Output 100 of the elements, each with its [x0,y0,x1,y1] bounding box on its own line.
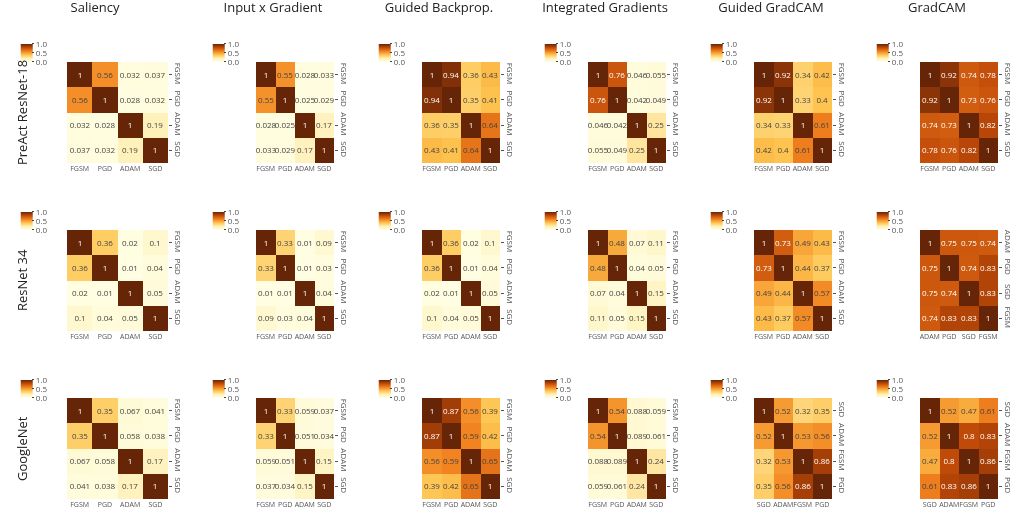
data-label: 0.74 [961,261,978,273]
data-label: 0.57 [814,286,831,298]
data-label: 0.86 [980,454,997,466]
data-label: 0.73 [756,261,773,273]
data-label: 0.02 [424,286,441,298]
data-label: 0.78 [980,68,997,80]
data-label: 1 [966,118,972,130]
data-label: 0.03 [277,311,294,323]
chart-title: Guided Backprop. [384,0,494,16]
color-bar-label: 0.0 [227,391,240,403]
data-label: 1 [152,479,158,491]
y-tick-label: ADAM [173,112,185,136]
data-label: 1 [614,261,620,273]
y-tick-label: PGD [1003,258,1015,276]
data-label: 1 [595,68,601,80]
data-label: 0.61 [795,143,811,155]
color-bar-label: 1.0 [891,37,904,49]
data-label: 0.041 [69,479,91,491]
data-label: 0.07 [629,236,646,248]
y-tick-label: PGD [837,90,849,108]
data-label: 0.11 [590,311,606,323]
data-label: 0.61 [814,118,830,130]
data-label: 1 [282,261,288,273]
data-label: 0.75 [961,236,978,248]
color-bar-label: 0.0 [393,391,406,403]
data-label: 1 [448,93,454,105]
data-label: 0.57 [795,311,812,323]
color-bar-label: 0.5 [559,382,572,394]
data-label: 0.42 [756,143,773,155]
color-bar-label: 0.5 [891,382,904,394]
y-tick-label: ADAM [339,112,351,136]
data-label: 0.01 [297,236,313,248]
data-label: 0.73 [961,93,978,105]
data-label: 1 [487,143,493,155]
data-label: 0.55 [277,68,294,80]
color-bar-label: 1.0 [227,37,240,49]
data-label: 0.49 [756,286,773,298]
y-tick-label: FGSM [173,62,185,85]
y-tick-label: ADAM [505,280,517,304]
data-label: 0.05 [122,311,139,323]
data-label: 0.83 [941,311,958,323]
data-label: 0.33 [258,429,275,441]
data-label: 0.36 [424,118,441,130]
data-label: 0.01 [97,286,113,298]
data-label: 0.74 [961,68,978,80]
data-label: 0.34 [795,68,812,80]
data-label: 0.56 [72,93,89,105]
data-label: 1 [780,93,786,105]
data-label: 1 [946,261,952,273]
color-bar-label: 1.0 [393,373,406,385]
data-label: 1 [966,454,972,466]
y-tick-label: SGD [1003,401,1015,418]
color-bar-label: 0.0 [393,55,406,67]
data-label: 0.47 [922,454,939,466]
data-label: 0.75 [941,236,958,248]
color-bar-label: 0.5 [393,382,406,394]
data-label: 1 [927,236,933,248]
data-label: 1 [321,143,327,155]
data-label: 0.07 [590,286,607,298]
data-label: 1 [282,93,288,105]
color-bar-label: 1.0 [559,37,572,49]
data-label: 0.034 [313,429,335,441]
color-bar-label: 0.5 [559,46,572,58]
data-label: 0.83 [980,286,997,298]
data-label: 0.02 [72,286,89,298]
data-label: 0.17 [147,454,164,466]
y-tick-label: FGSM [837,449,849,471]
data-label: 0.83 [980,261,997,273]
color-bar-label: 1.0 [35,373,48,385]
chart-title: Guided GradCAM [718,0,824,16]
color-bar-label: 1.0 [891,205,904,217]
data-label: 1 [302,286,308,298]
data-label: 0.87 [443,404,460,416]
data-label: 0.74 [980,236,997,248]
y-tick-label: SGD [837,401,849,418]
color-bar-label: 0.5 [725,214,738,226]
data-label: 0.36 [463,68,480,80]
y-tick-label: PGD [837,258,849,276]
data-label: 0.33 [258,261,275,273]
data-label: 0.47 [961,404,978,416]
data-label: 1 [966,286,972,298]
color-bar-label: 0.5 [725,382,738,394]
data-label: 0.4 [816,93,829,105]
y-tick-label: FGSM [173,230,185,253]
data-label: 0.01 [122,261,138,273]
data-label: 0.74 [922,118,939,130]
data-label: 0.43 [482,68,499,80]
y-tick-label: PGD [339,90,351,108]
data-label: 0.04 [97,311,114,323]
color-bar-label: 0.0 [725,391,738,403]
y-tick-label: ADAM [837,280,849,304]
data-label: 1 [985,479,991,491]
data-label: 0.4 [777,143,790,155]
data-label: 0.041 [144,404,166,416]
data-label: 0.61 [980,404,996,416]
y-tick-label: SGD [671,309,683,326]
data-label: 0.56 [97,68,114,80]
data-label: 0.04 [609,286,626,298]
data-label: 0.8 [963,429,976,441]
data-label: 0.36 [72,261,89,273]
